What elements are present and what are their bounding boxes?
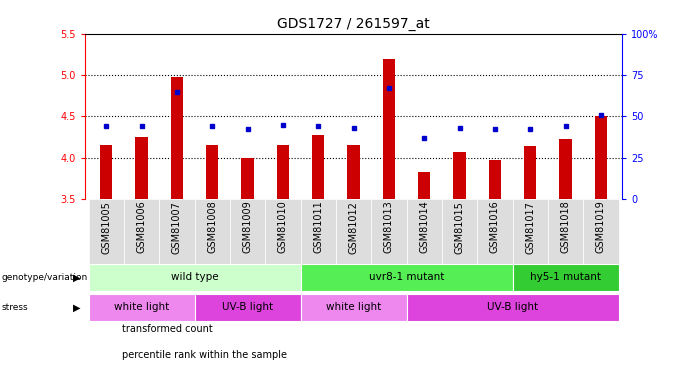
Text: GSM81011: GSM81011 [313,201,323,254]
Bar [548,199,583,264]
Bar [371,199,407,264]
Bar [88,199,124,264]
Bar [418,172,430,199]
Text: stress: stress [1,303,28,312]
Bar [241,158,254,199]
Bar [454,152,466,199]
Bar [560,140,572,199]
Bar [489,160,501,199]
Bar [312,135,324,199]
Bar [135,137,148,199]
Text: wild type: wild type [171,273,218,282]
Text: ▶: ▶ [73,273,80,282]
Bar [265,199,301,264]
Bar [277,145,289,199]
Text: uvr8-1 mutant: uvr8-1 mutant [369,273,444,282]
Text: GSM81005: GSM81005 [101,201,112,254]
Text: white light: white light [326,303,381,312]
Bar [407,294,619,321]
Bar [477,199,513,264]
Bar [159,199,194,264]
Bar [442,199,477,264]
Bar [100,145,112,199]
Text: GSM81007: GSM81007 [172,201,182,254]
Text: GSM81019: GSM81019 [596,201,606,254]
Text: GSM81008: GSM81008 [207,201,217,254]
Bar [513,199,548,264]
Text: transformed count: transformed count [122,324,213,333]
Bar [88,294,194,321]
Bar [301,264,513,291]
Text: GSM81018: GSM81018 [560,201,571,254]
Bar [171,78,183,199]
Bar [595,116,607,199]
Bar [88,264,301,291]
Bar [194,294,301,321]
Bar [336,199,371,264]
Text: white light: white light [114,303,169,312]
Text: UV-B light: UV-B light [487,303,538,312]
Text: GSM81013: GSM81013 [384,201,394,254]
Text: GSM81015: GSM81015 [455,201,464,254]
Bar [301,199,336,264]
Bar [513,264,619,291]
Bar [194,199,230,264]
Text: GSM81014: GSM81014 [420,201,429,254]
Bar [206,145,218,199]
Text: GSM81010: GSM81010 [278,201,288,254]
Text: GSM81009: GSM81009 [243,201,252,254]
Text: percentile rank within the sample: percentile rank within the sample [122,350,288,360]
Bar [230,199,265,264]
Text: UV-B light: UV-B light [222,303,273,312]
Text: ▶: ▶ [73,303,80,312]
Text: genotype/variation: genotype/variation [1,273,88,282]
Text: hy5-1 mutant: hy5-1 mutant [530,273,601,282]
Text: GSM81012: GSM81012 [349,201,358,254]
Text: GSM81017: GSM81017 [526,201,535,254]
Text: GSM81016: GSM81016 [490,201,500,254]
Bar [347,145,360,199]
Bar [407,199,442,264]
Title: GDS1727 / 261597_at: GDS1727 / 261597_at [277,17,430,32]
Bar [583,199,619,264]
Bar [383,58,395,199]
Bar [124,199,159,264]
Bar [301,294,407,321]
Text: GSM81006: GSM81006 [137,201,147,254]
Bar [524,146,537,199]
